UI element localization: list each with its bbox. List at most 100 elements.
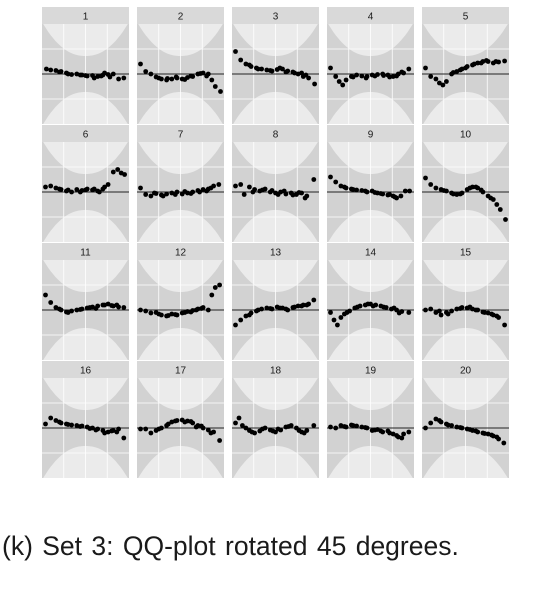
data-point <box>204 188 210 194</box>
data-point <box>48 183 54 189</box>
panel-10: 10 <box>422 125 509 242</box>
data-point <box>199 423 204 429</box>
data-point <box>350 74 356 80</box>
data-point <box>275 192 281 197</box>
data-point <box>260 426 265 432</box>
data-point <box>143 308 149 314</box>
data-point <box>156 426 162 432</box>
data-point <box>328 174 333 180</box>
data-point <box>437 80 442 86</box>
panel-title: 5 <box>463 12 469 23</box>
panel-strip <box>327 125 414 142</box>
data-point <box>164 191 170 197</box>
data-point <box>494 202 500 207</box>
data-point <box>471 61 477 67</box>
panel-7: 7 <box>137 125 224 242</box>
panel-strip <box>232 361 319 378</box>
data-point <box>165 76 170 81</box>
data-point <box>249 429 255 435</box>
data-point <box>454 306 460 312</box>
data-point <box>116 76 121 82</box>
data-point <box>110 169 116 175</box>
data-point <box>152 190 157 196</box>
data-point <box>399 69 405 75</box>
panel-strip <box>137 7 224 24</box>
data-point <box>354 187 359 193</box>
data-point <box>502 58 507 64</box>
data-point <box>138 61 143 67</box>
panel-strip <box>327 243 414 260</box>
data-point <box>182 419 188 425</box>
data-point <box>93 427 99 433</box>
data-point <box>156 75 162 81</box>
data-point <box>277 305 283 311</box>
panel-title: 19 <box>365 366 377 377</box>
data-point <box>264 305 270 311</box>
data-point <box>172 312 178 317</box>
data-point <box>238 182 244 187</box>
data-point <box>121 435 127 441</box>
data-point <box>148 430 154 436</box>
panel-strip <box>42 7 129 24</box>
data-point <box>303 72 309 78</box>
panel-strip <box>137 243 224 260</box>
data-point <box>484 58 489 63</box>
data-point <box>218 89 223 94</box>
data-point <box>188 419 194 424</box>
data-point <box>328 424 333 430</box>
panel-title: 4 <box>368 12 374 23</box>
data-point <box>365 301 371 307</box>
data-point <box>83 187 88 193</box>
panel-title: 11 <box>80 248 91 259</box>
data-point <box>102 184 107 190</box>
data-point <box>169 76 175 82</box>
data-point <box>65 71 71 77</box>
data-point <box>281 188 287 194</box>
panel-strip <box>232 125 319 142</box>
data-point <box>172 418 178 424</box>
data-point <box>209 292 215 298</box>
data-point <box>143 426 149 432</box>
data-point <box>109 303 114 308</box>
data-point <box>238 317 244 323</box>
data-point <box>138 185 143 191</box>
data-point <box>501 440 507 446</box>
data-point <box>105 182 111 187</box>
data-point <box>359 188 365 193</box>
data-point <box>336 79 342 84</box>
data-point <box>489 311 494 317</box>
data-point <box>292 304 297 310</box>
data-point <box>69 422 74 428</box>
data-point <box>160 193 166 199</box>
data-point <box>204 73 210 79</box>
data-point <box>433 185 439 191</box>
panel-11: 11 <box>42 243 129 360</box>
panel-strip <box>422 7 509 24</box>
data-point <box>478 60 484 66</box>
data-point <box>350 187 356 192</box>
data-point <box>267 306 273 311</box>
data-point <box>267 68 273 73</box>
data-point <box>233 322 238 328</box>
data-point <box>182 310 188 315</box>
data-point <box>148 71 154 77</box>
data-point <box>87 305 93 310</box>
data-point <box>199 306 204 311</box>
data-point <box>277 65 283 71</box>
panel-strip <box>232 7 319 24</box>
data-point <box>107 74 113 80</box>
data-point <box>394 433 399 438</box>
data-point <box>354 72 359 78</box>
data-point <box>467 185 473 191</box>
data-point <box>77 424 83 429</box>
data-point <box>340 82 346 88</box>
data-point <box>240 423 245 428</box>
data-point <box>43 421 48 427</box>
data-point <box>247 184 252 190</box>
data-point <box>399 435 405 441</box>
data-point <box>87 426 93 431</box>
data-point <box>457 67 463 73</box>
data-point <box>381 304 386 310</box>
data-point <box>497 207 503 212</box>
